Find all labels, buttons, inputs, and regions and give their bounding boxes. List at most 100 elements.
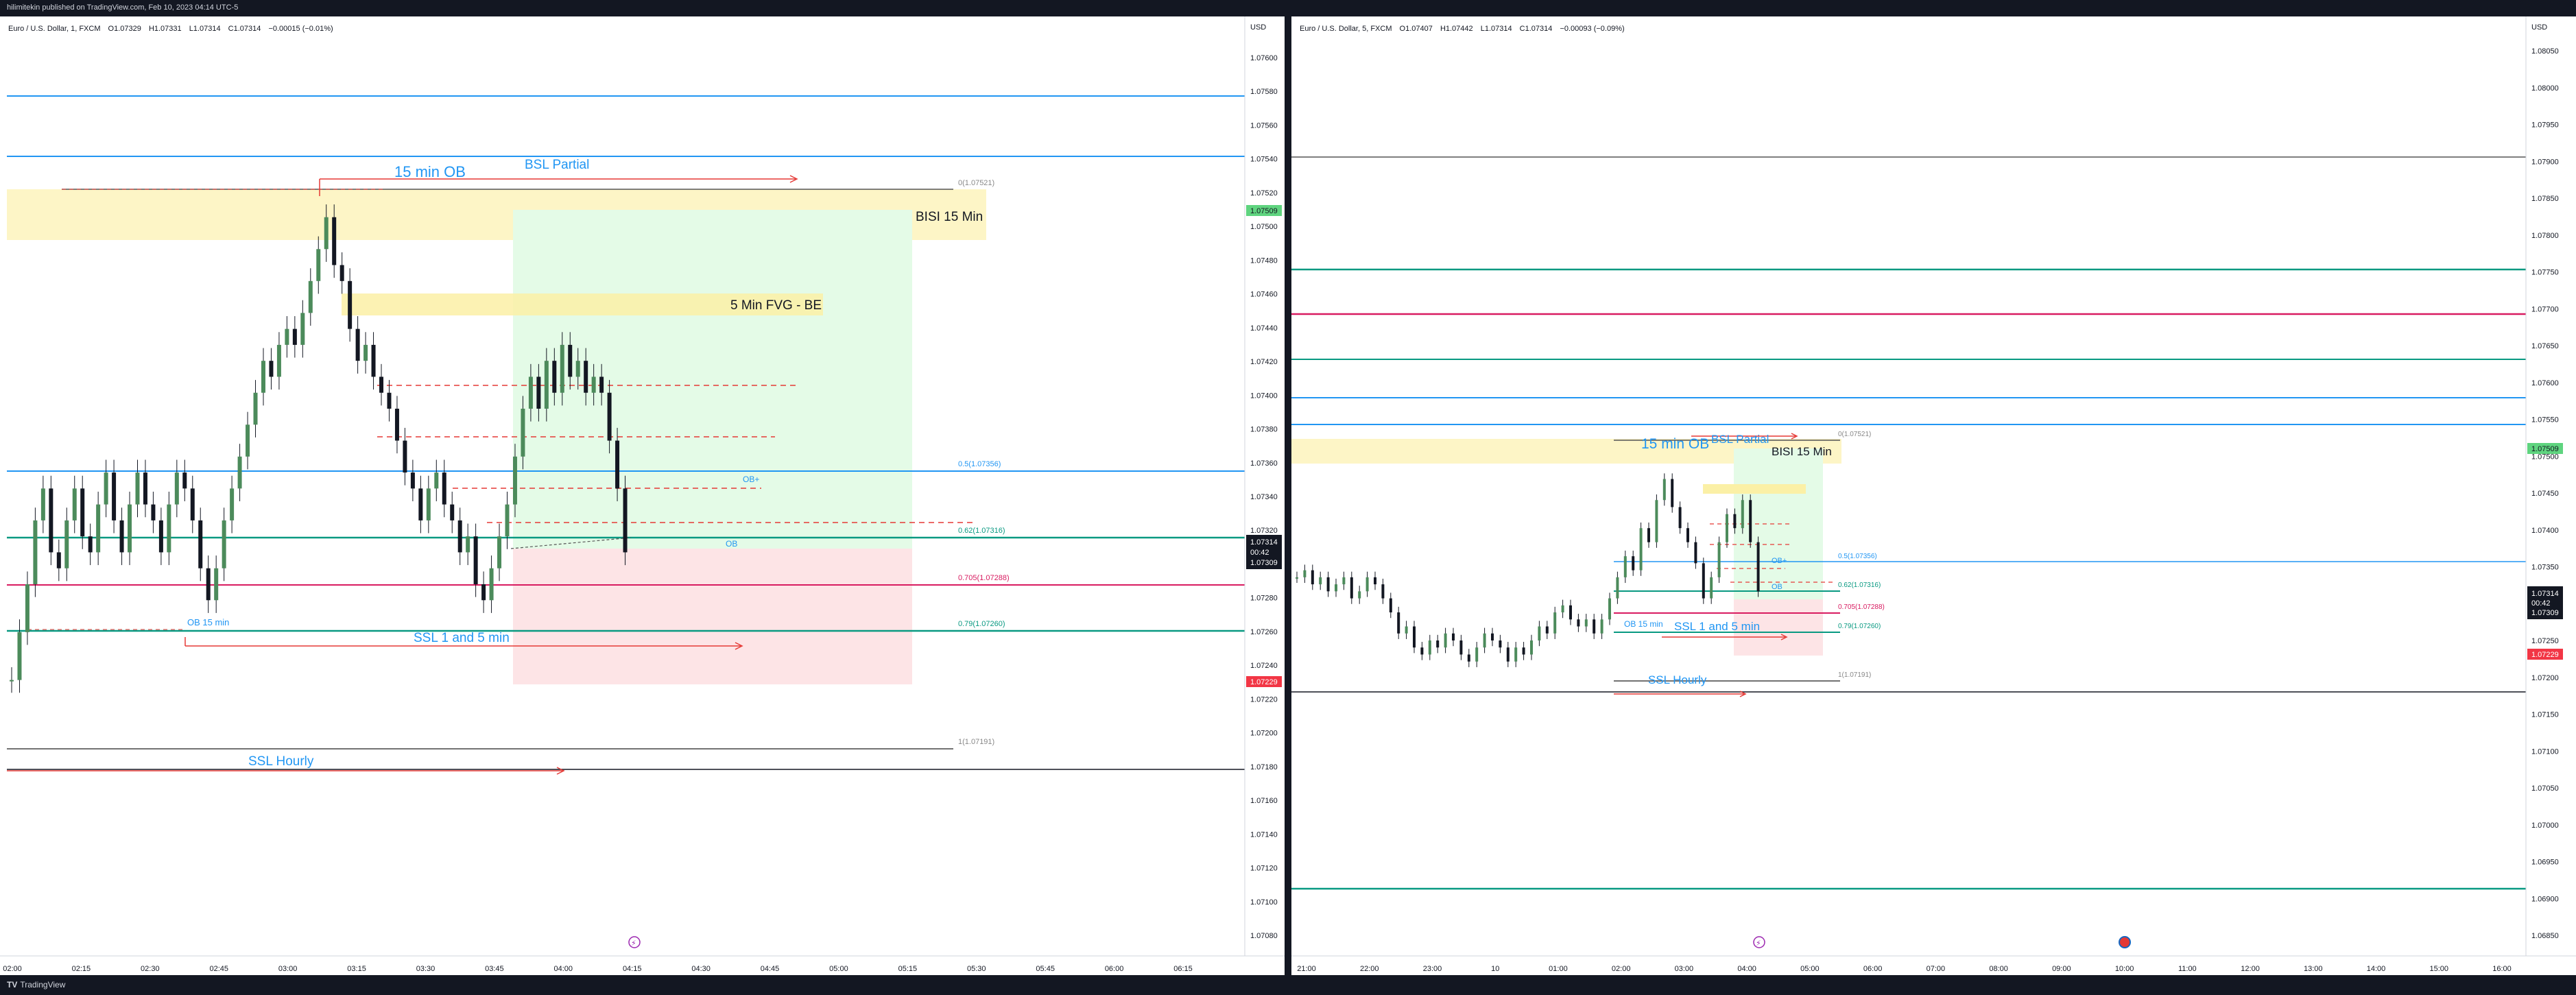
candle-body — [285, 328, 289, 345]
price-tick-label: 1.07180 — [1250, 763, 1278, 771]
candle-body — [1726, 514, 1728, 542]
label-15min-ob: 15 min OB — [394, 163, 466, 180]
tradingview-brand: TradingView — [20, 980, 66, 990]
trend-dashed — [510, 537, 632, 549]
candle-body — [158, 520, 163, 553]
candle-body — [1678, 507, 1682, 529]
right-chart-pane[interactable]: 15 min OB BSL Partial BISI 15 Min OB+ OB… — [1291, 16, 2576, 975]
candle-body — [1475, 647, 1479, 662]
candle-body — [143, 472, 147, 505]
lightning-event-icon[interactable] — [628, 936, 641, 948]
candle-body — [261, 361, 265, 393]
candle-body — [112, 472, 117, 520]
ssl-hourly-arrow-head-right — [1739, 691, 1747, 697]
candle-body — [1749, 500, 1752, 542]
candle-body — [1319, 577, 1322, 585]
price-tick-label: 1.07560 — [1250, 121, 1278, 130]
us-flag-event-icon[interactable] — [2119, 936, 2131, 948]
time-tick-label: 14:00 — [2367, 965, 2386, 973]
time-tick-label: 04:45 — [761, 965, 780, 973]
candle-body — [1358, 591, 1361, 599]
price-tick-label: 1.07520 — [1250, 189, 1278, 197]
time-tick-label: 05:00 — [1800, 965, 1820, 973]
price-axis-right[interactable]: 1.08050 1.08000 1.07950 1.07900 1.07850 1.078… — [2531, 47, 2559, 940]
candle-body — [403, 440, 407, 473]
time-tick-label: 05:30 — [967, 965, 986, 973]
price-tick-label: 1.07700 — [2531, 305, 2559, 313]
candle-body — [1436, 640, 1440, 648]
candle-body — [135, 472, 140, 505]
time-tick-label: 03:30 — [416, 965, 436, 973]
candle-body — [49, 488, 53, 553]
price-tick-label: 1.07150 — [2531, 711, 2559, 719]
price-tick-label: 1.07160 — [1250, 797, 1278, 805]
symbol-legend-right[interactable]: Euro / U.S. Dollar, 5, FXCM O1.07407 H1.… — [1300, 25, 1630, 33]
candle-body — [1506, 647, 1510, 662]
candle-body — [80, 488, 85, 537]
candle-body — [1538, 626, 1541, 640]
candle-body — [584, 361, 588, 393]
candle-countdown-text: 00:42 — [1250, 549, 1269, 557]
price-badge-green-text-right: 1.07509 — [2531, 445, 2559, 453]
price-tick-label: 1.07420 — [1250, 358, 1278, 366]
time-tick-label: 06:00 — [1863, 965, 1883, 973]
fib-label-1: 1(1.07191) — [958, 738, 994, 746]
time-tick-label: 02:00 — [3, 965, 22, 973]
fib-label-062-right: 0.62(1.07316) — [1838, 582, 1881, 589]
right-chart-svg[interactable]: 15 min OB BSL Partial BISI 15 Min OB+ OB… — [1291, 16, 2576, 975]
price-tick-label: 1.07050 — [2531, 784, 2559, 793]
ohlc-low-right: L1.07314 — [1480, 25, 1512, 33]
candle-body — [214, 568, 219, 601]
candle-body — [339, 265, 344, 281]
time-tick-label: 05:00 — [829, 965, 848, 973]
candle-body — [222, 520, 226, 568]
lightning-event-icon-right[interactable] — [1753, 936, 1765, 948]
time-axis-right[interactable]: 21:00 22:00 23:00 10 01:00 02:00 03:00 04:00 05:… — [1297, 965, 2512, 973]
candle-body — [1662, 479, 1666, 501]
candlestick-series-left[interactable] — [10, 204, 628, 693]
candle-body — [387, 392, 392, 409]
price-badge-red-text-right: 1.07229 — [2531, 651, 2559, 659]
candle-body — [269, 361, 274, 377]
candle-body — [167, 504, 171, 553]
price-tick-label: 1.06850 — [2531, 932, 2559, 940]
candle-body — [450, 504, 455, 520]
publish-info: hilimitekin published on TradingView.com… — [7, 3, 239, 12]
candle-body — [1655, 500, 1658, 542]
left-chart-pane[interactable]: 15 min OB BSL Partial BISI 15 Min 5 Min … — [0, 16, 1285, 975]
publish-bar: hilimitekin published on TradingView.com… — [0, 0, 2576, 16]
symbol-legend-left[interactable]: Euro / U.S. Dollar, 1, FXCM O1.07329 H1.… — [8, 25, 339, 33]
time-tick-label: 12:00 — [2241, 965, 2260, 973]
candlestick-series-right[interactable] — [1296, 473, 1760, 667]
candle-body — [1647, 528, 1650, 542]
label-fvg-5min: 5 Min FVG - BE — [730, 298, 822, 313]
price-axis-left[interactable]: 1.07600 1.07580 1.07560 1.07540 1.07520 1.075… — [1250, 54, 1278, 940]
candle-body — [253, 392, 258, 425]
pane-divider[interactable] — [1285, 16, 1291, 975]
ohlc-high-left: H1.07331 — [148, 25, 182, 33]
candle-body — [1350, 577, 1353, 599]
left-chart-svg[interactable]: 15 min OB BSL Partial BISI 15 Min 5 Min … — [0, 16, 1285, 975]
price-tick-label: 1.07480 — [1250, 256, 1278, 265]
candle-body — [599, 376, 604, 393]
ssl-arrow-head-right — [1780, 634, 1788, 640]
candle-body — [25, 584, 29, 632]
time-tick-label: 05:45 — [1036, 965, 1055, 973]
label-ob-15min: OB 15 min — [187, 617, 229, 627]
price-tick-label: 1.07500 — [2531, 453, 2559, 461]
price-tick-label: 1.07080 — [1250, 932, 1278, 940]
price-tick-label: 1.07900 — [2531, 158, 2559, 166]
fib-label-05-right: 0.5(1.07356) — [1838, 553, 1877, 560]
time-tick-label: 04:30 — [691, 965, 711, 973]
ssl-hourly-arrow-head — [556, 767, 565, 775]
price-tick-label: 1.07540 — [1250, 156, 1278, 164]
candle-body — [56, 552, 61, 568]
time-axis-left[interactable]: 02:00 02:15 02:30 02:45 03:00 03:15 03:30 03:45… — [3, 965, 1193, 973]
candle-body — [1741, 500, 1744, 529]
candle-body — [426, 488, 431, 520]
price-tick-label: 1.07550 — [2531, 416, 2559, 424]
candle-body — [1733, 514, 1737, 529]
candle-body — [174, 472, 179, 505]
candle-body — [308, 280, 313, 313]
tradingview-logo[interactable]: TV TradingView — [7, 980, 65, 990]
